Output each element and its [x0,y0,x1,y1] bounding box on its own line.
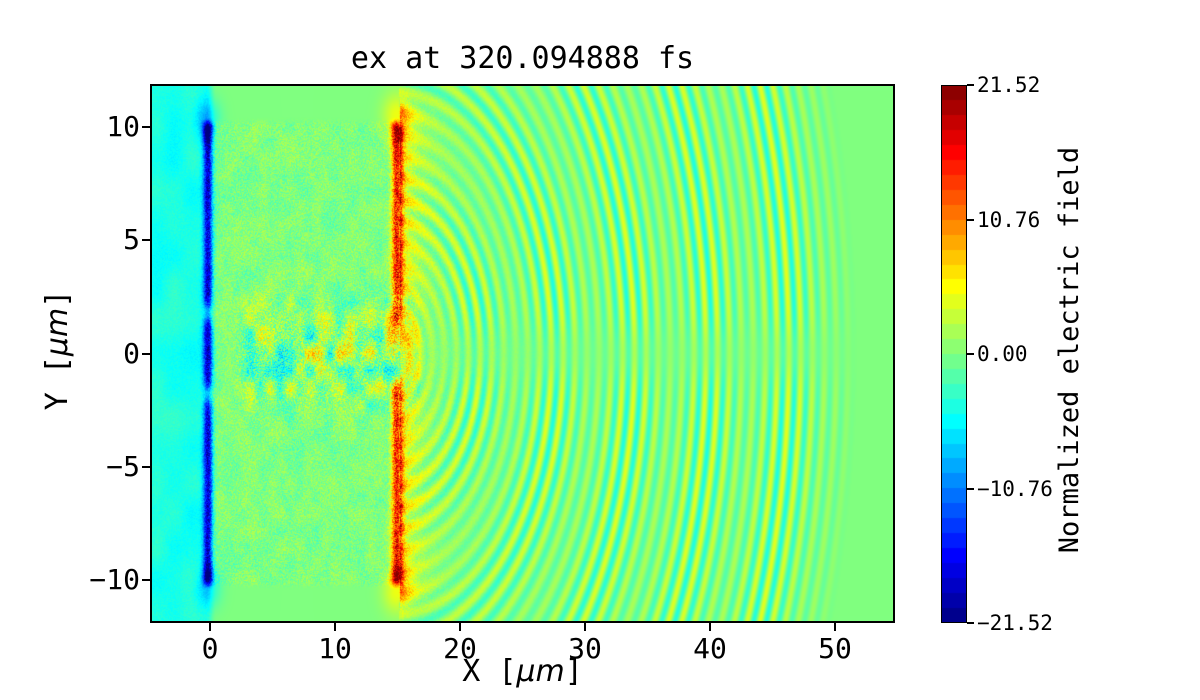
y-tick-mark [142,352,150,355]
y-tick-label: −5 [106,449,140,483]
x-tick-label: 10 [318,632,352,665]
x-tick-mark [459,623,461,631]
plot-title: ex at 320.094888 fs [350,41,695,76]
x-tick-mark [334,623,336,631]
y-tick-label: 5 [123,223,140,257]
x-axis-label-text: X [ [462,654,517,689]
x-tick-mark [209,623,211,631]
y-axis-label-text: Y [ [40,356,75,411]
x-tick-label: 0 [201,632,219,665]
colorbar-tick-label: 21.52 [977,73,1041,97]
x-axis-unit-mu: μm [516,654,565,689]
y-tick-label: 0 [123,336,140,370]
y-axis-unit-mu: μm [40,307,75,357]
heatmap-canvas [150,84,895,623]
colorbar-tick-label: 10.76 [977,207,1041,232]
x-axis-label-close: ] [564,654,583,689]
x-tick-label: 50 [818,632,852,665]
y-tick-mark [142,126,150,129]
x-tick-label: 40 [693,632,727,665]
colorbar-tick-mark [967,622,974,624]
colorbar-label: Normalized electric field [1054,146,1085,554]
y-tick-mark [142,239,150,242]
colorbar-tick-mark [967,218,974,221]
colorbar-tick-mark [967,353,974,355]
colorbar-tick-mark [967,84,974,86]
colorbar-tick-label: 0.00 [977,342,1028,366]
y-axis-label: Y [μm] [39,250,77,450]
y-tick-label: −10 [89,562,140,596]
y-tick-label: 10 [106,110,140,144]
y-tick-mark [142,578,150,581]
x-tick-label: 20 [443,632,477,665]
colorbar-tick-mark [967,487,974,490]
y-tick-mark [142,465,150,468]
x-tick-mark [584,623,586,631]
x-tick-mark [834,623,836,631]
x-tick-label: 30 [568,632,602,665]
x-axis-label: X [μm] [150,654,895,689]
x-tick-mark [709,623,711,631]
y-axis-label-close: ] [40,289,75,308]
colorbar-canvas [941,85,967,623]
colorbar-tick-label: −10.76 [977,476,1053,501]
colorbar-tick-label: −21.52 [977,611,1053,635]
